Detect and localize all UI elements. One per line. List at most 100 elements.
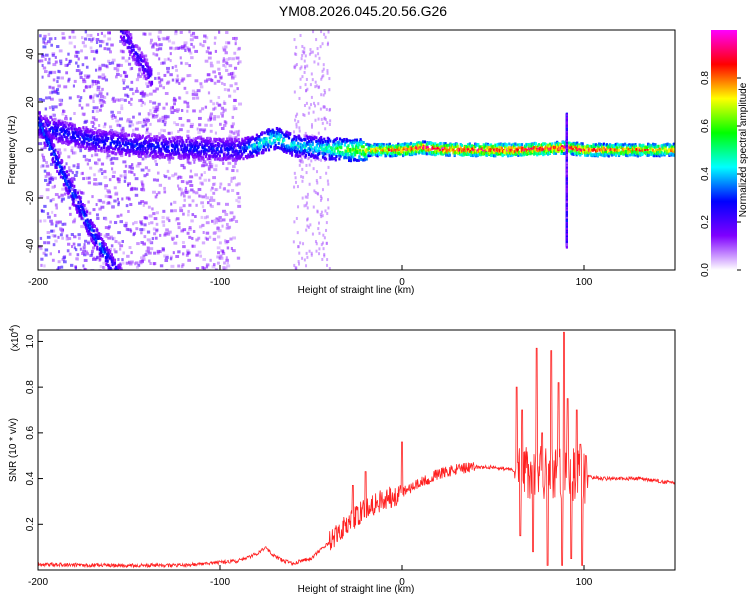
- heatmap-cell: [79, 149, 83, 153]
- heatmap-cell: [44, 248, 49, 252]
- heatmap-cell: [511, 145, 515, 149]
- heatmap-cell: [77, 202, 82, 206]
- heatmap-cell: [42, 117, 46, 121]
- heatmap-cell: [128, 246, 132, 250]
- heatmap-cell: [226, 146, 229, 150]
- heatmap-cell: [388, 145, 391, 149]
- heatmap-cell: [199, 151, 203, 155]
- heatmap-cell: [400, 147, 403, 151]
- heatmap-cell: [69, 212, 72, 216]
- heatmap-cell: [409, 141, 413, 145]
- heatmap-cell: [205, 263, 210, 267]
- heatmap-cell: [293, 220, 296, 224]
- heatmap-cell: [143, 223, 147, 227]
- heatmap-cell: [277, 146, 280, 150]
- heatmap-cell: [573, 145, 576, 149]
- heatmap-cell: [100, 146, 103, 150]
- heatmap-cell: [594, 152, 597, 156]
- heatmap-cell: [237, 129, 241, 133]
- heatmap-cell: [186, 109, 189, 113]
- heatmap-cell: [305, 171, 308, 175]
- heatmap-cell: [91, 125, 95, 129]
- heatmap-cell: [189, 125, 194, 129]
- heatmap-cell: [161, 155, 164, 159]
- heatmap-cell: [237, 196, 241, 200]
- heatmap-cell: [310, 51, 313, 55]
- heatmap-cell: [297, 120, 300, 124]
- heatmap-cell: [308, 182, 311, 186]
- heatmap-cell: [329, 139, 332, 143]
- heatmap-cell: [326, 140, 329, 144]
- heatmap-cell: [184, 191, 189, 195]
- heatmap-cell: [212, 107, 216, 111]
- heatmap-cell: [48, 85, 52, 89]
- heatmap-cell: [216, 115, 220, 119]
- heatmap-cell: [70, 146, 74, 150]
- heatmap-cell: [153, 138, 157, 142]
- heatmap-cell: [70, 138, 73, 142]
- heatmap-cell: [314, 80, 317, 84]
- heatmap-cell: [110, 110, 114, 114]
- heatmap-cell: [112, 99, 117, 103]
- heatmap-cell: [216, 235, 221, 239]
- heatmap-cell: [233, 89, 237, 93]
- heatmap-cell: [166, 35, 170, 39]
- heatmap-cell: [195, 136, 198, 140]
- heatmap-cell: [59, 227, 63, 231]
- heatmap-cell: [148, 214, 153, 218]
- heatmap-cell: [94, 243, 99, 247]
- heatmap-cell: [511, 153, 514, 157]
- heatmap-cell: [491, 150, 494, 154]
- heatmap-cell: [141, 157, 145, 161]
- heatmap-cell: [242, 140, 245, 144]
- heatmap-cell: [170, 111, 175, 115]
- heatmap-cell: [600, 148, 604, 152]
- heatmap-cell: [604, 153, 607, 157]
- heatmap-cell: [44, 115, 47, 119]
- heatmap-cell: [641, 152, 644, 156]
- heatmap-cell: [234, 161, 237, 165]
- heatmap-cell: [577, 143, 581, 147]
- heatmap-cell: [73, 173, 78, 177]
- heatmap-cell: [158, 147, 161, 151]
- heatmap-cell: [108, 247, 112, 251]
- heatmap-cell: [317, 141, 320, 145]
- heatmap-cell: [109, 201, 112, 205]
- heatmap-cell: [68, 252, 72, 256]
- heatmap-cell: [316, 209, 319, 213]
- heatmap-cell: [577, 152, 580, 156]
- heatmap-cell: [109, 128, 114, 132]
- heatmap-cell: [74, 266, 78, 270]
- heatmap-cell: [68, 132, 71, 136]
- heatmap-cell: [149, 122, 152, 126]
- heatmap-cell: [57, 195, 61, 199]
- heatmap-cell: [104, 226, 109, 230]
- heatmap-cell: [319, 176, 322, 180]
- heatmap-cell: [85, 133, 88, 137]
- heatmap-cell: [194, 140, 197, 144]
- heatmap-cell: [129, 102, 133, 106]
- heatmap-cell: [103, 175, 108, 179]
- heatmap-cell: [216, 246, 221, 250]
- heatmap-cell: [59, 137, 63, 141]
- heatmap-cell: [619, 146, 622, 150]
- heatmap-cell: [135, 137, 138, 141]
- heatmap-cell: [53, 155, 57, 159]
- heatmap-cell: [142, 120, 145, 124]
- heatmap-cell: [225, 266, 228, 270]
- heatmap-cell: [186, 160, 190, 164]
- heatmap-cell: [304, 138, 307, 142]
- heatmap-cell: [255, 136, 258, 140]
- heatmap-cell: [82, 78, 86, 82]
- heatmap-cell: [73, 124, 76, 128]
- heatmap-cell: [212, 144, 215, 148]
- heatmap-cell: [325, 148, 328, 152]
- heatmap-cell: [134, 187, 139, 191]
- heatmap-cell: [545, 151, 548, 155]
- heatmap-cell: [584, 145, 587, 149]
- heatmap-cell: [163, 123, 167, 127]
- heatmap-cell: [614, 142, 618, 146]
- heatmap-cell: [56, 76, 60, 80]
- heatmap-cell: [409, 152, 413, 156]
- heatmap-cell: [110, 146, 113, 150]
